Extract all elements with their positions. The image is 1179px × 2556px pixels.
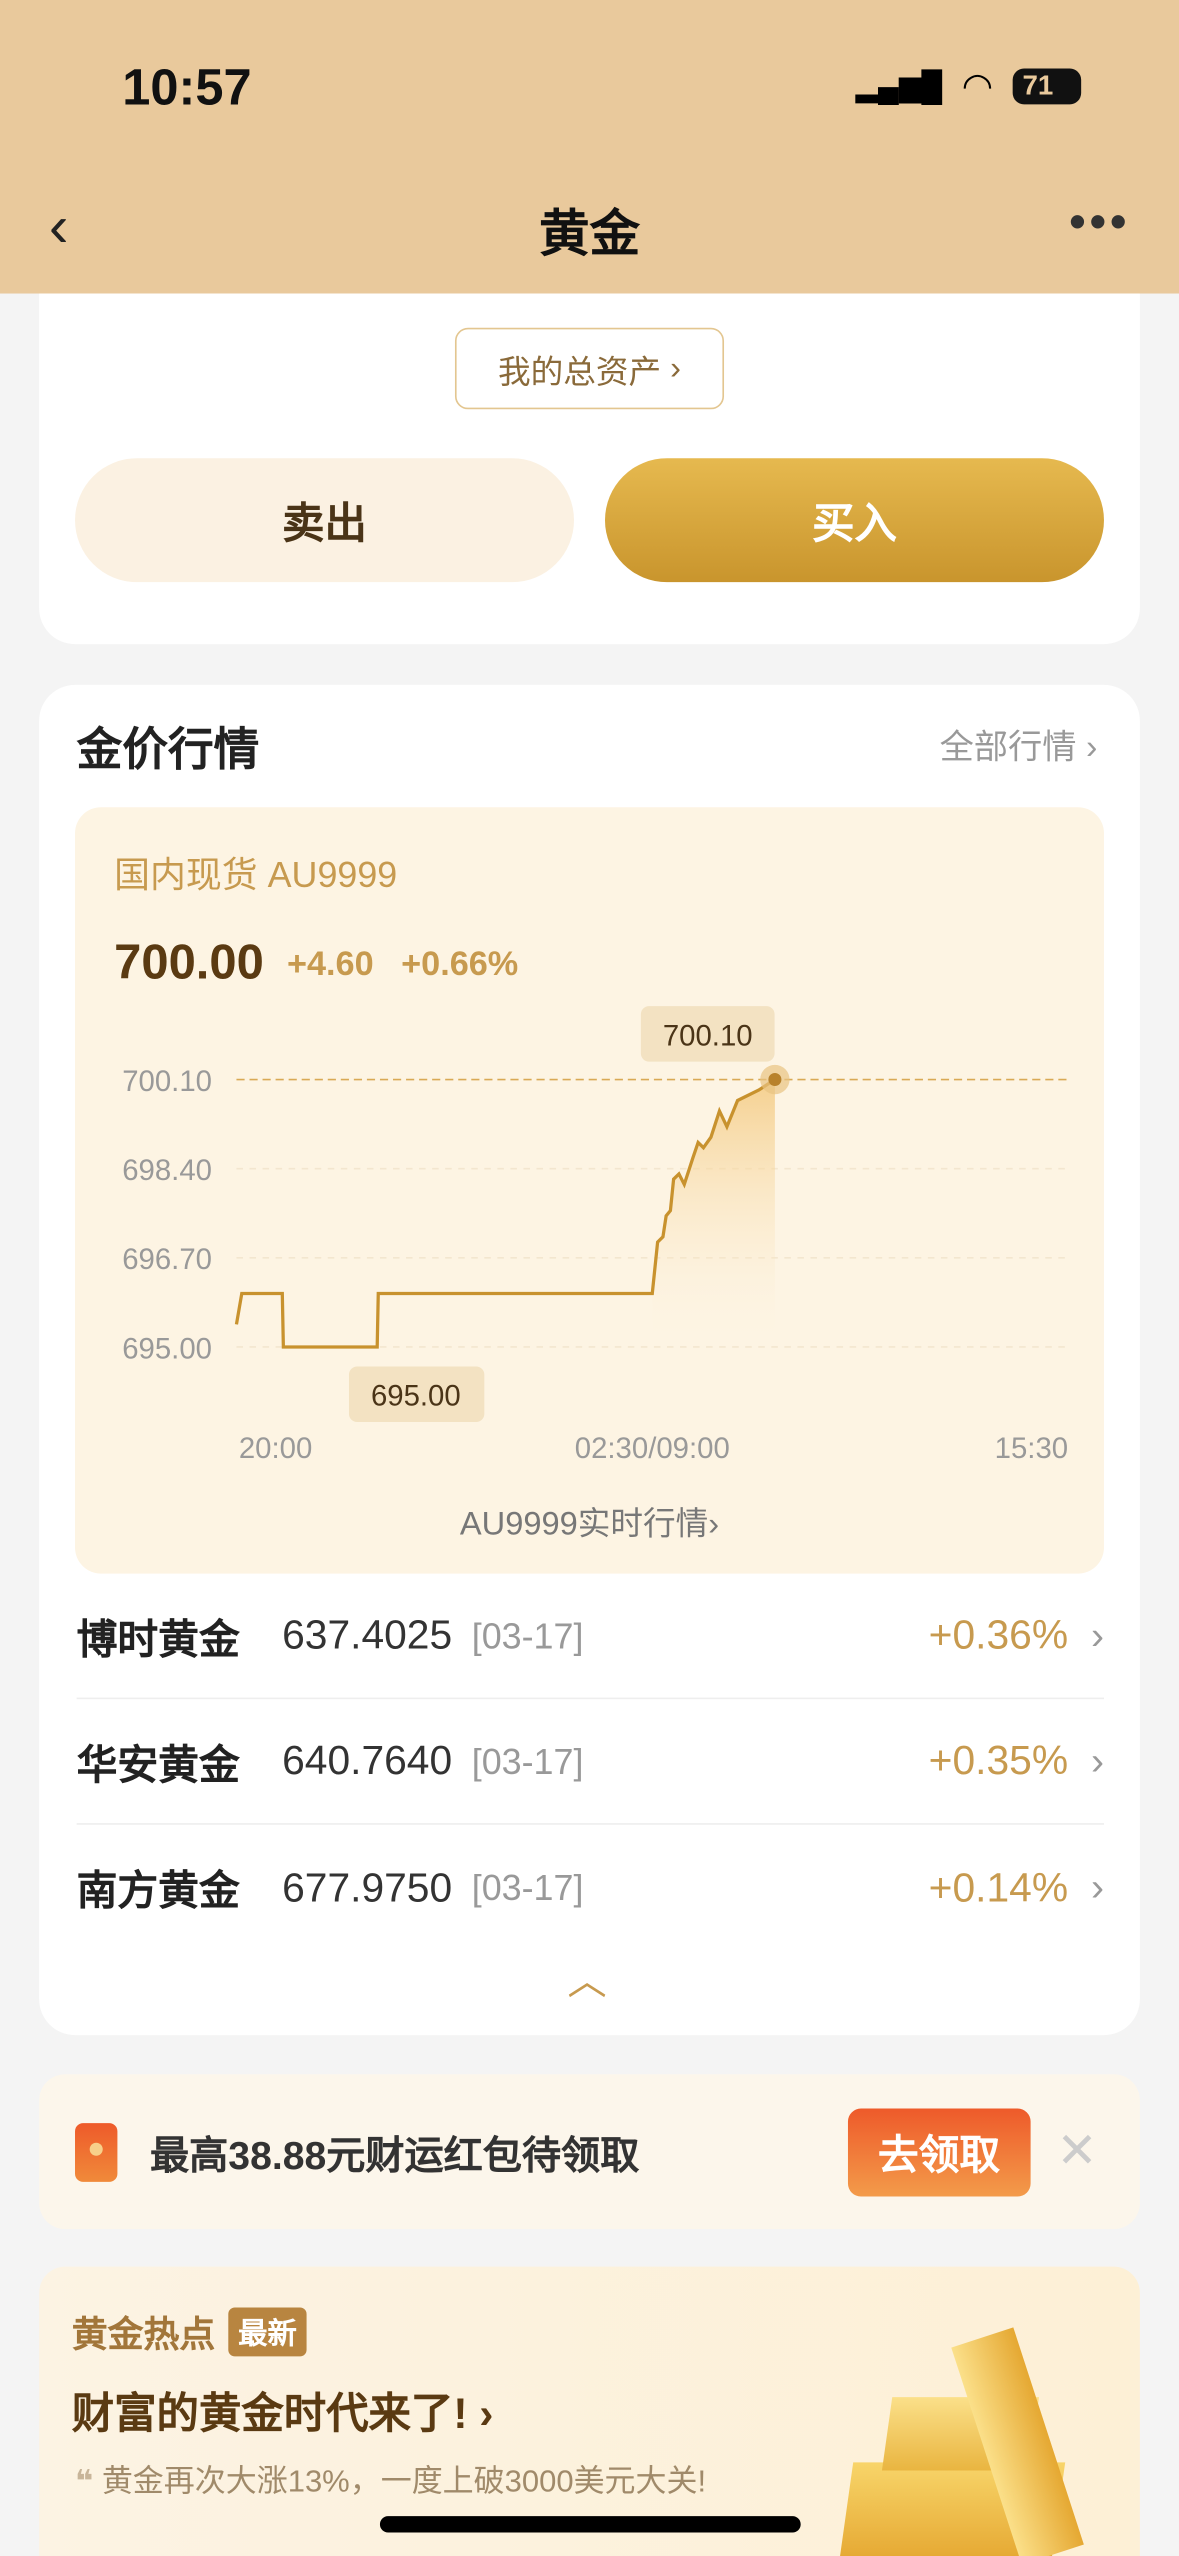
fund-row[interactable]: 博时黄金 637.4025 [03-17] +0.36% › (76, 1575, 1104, 1700)
sell-button[interactable]: 卖出 (75, 458, 575, 583)
realtime-label: AU9999实时行情 (459, 1506, 709, 1543)
change: +4.60 (287, 945, 374, 984)
chart-panel[interactable] (75, 807, 1104, 1574)
fund-date: [03-17] (471, 1867, 584, 1908)
fund-change: +0.14% (928, 1864, 1069, 1911)
chevron-right-icon: › (1090, 1739, 1104, 1784)
hot-title: 黄金热点 (71, 2313, 216, 2355)
status-icons: ▂▄▆█ ◠ 71 (855, 65, 1082, 107)
fund-date: [03-17] (471, 1740, 584, 1782)
assets-label: 我的总资产 (498, 354, 662, 391)
fund-change: +0.36% (928, 1612, 1069, 1659)
fund-value: 637.4025 (282, 1612, 453, 1659)
page-title: 黄金 (538, 205, 641, 263)
fund-value: 640.7640 (282, 1738, 453, 1784)
fund-date: [03-17] (471, 1615, 584, 1656)
promo-text: 最高38.88元财运红包待领取 (150, 2134, 640, 2179)
quote: 黄金再次大涨13%，一度上破3000美元大关! (101, 2465, 707, 2500)
wifi-icon: ◠ (961, 65, 994, 106)
signal-icon: ▂▄▆█ (855, 69, 943, 102)
chevron-right-icon: › (1090, 1613, 1104, 1658)
price: 700.00 (114, 936, 264, 990)
total-assets-button[interactable]: 我的总资产 › (454, 327, 725, 410)
all-label: 全部行情 (939, 728, 1077, 767)
new-badge: 最新 (228, 2307, 307, 2357)
gold-bars-image (839, 2327, 1091, 2556)
close-icon[interactable]: ✕ (1056, 2124, 1098, 2179)
chevron-right-icon: › (661, 349, 681, 386)
realtime-link[interactable]: AU9999实时行情› (459, 1506, 720, 1543)
fund-row[interactable]: 华安黄金 640.7640 [03-17] +0.35% › (76, 1701, 1104, 1825)
fund-name: 华安黄金 (76, 1742, 240, 1789)
headline: 财富的黄金时代来了! (71, 2388, 468, 2438)
all-market-link[interactable]: 全部行情 › (939, 728, 1098, 767)
chevron-right-icon: › (1090, 1865, 1104, 1910)
fund-row[interactable]: 南方黄金 677.9750 [03-17] +0.14% › (77, 1826, 1104, 1950)
more-button[interactable]: ••• (1068, 195, 1131, 250)
change-pct: +0.66% (401, 945, 519, 984)
home-indicator (379, 2516, 801, 2533)
claim-button[interactable]: 去领取 (847, 2107, 1031, 2196)
buy-button[interactable]: 买入 (604, 458, 1104, 583)
fund-value: 677.9750 (282, 1864, 453, 1911)
section-title: 金价行情 (76, 724, 260, 775)
back-button[interactable]: ‹ (48, 192, 69, 260)
quote-icon: ❝ (75, 2465, 102, 2500)
fund-name: 博时黄金 (76, 1616, 240, 1663)
status-time: 10:57 (122, 58, 252, 116)
red-packet-icon (75, 2122, 118, 2182)
symbol-label: 国内现货 AU9999 (114, 854, 398, 896)
promo-banner[interactable]: 最高38.88元财运红包待领取 去领取 ✕ (39, 2074, 1140, 2230)
fund-change: +0.35% (928, 1738, 1069, 1784)
collapse-icon[interactable]: ︿ (567, 1960, 607, 2005)
header: 10:57 ▂▄▆█ ◠ 71 ‹ 黄金 ••• (0, 0, 1179, 294)
battery-icon: 71 (1012, 68, 1082, 105)
fund-name: 南方黄金 (76, 1868, 240, 1915)
hot-news-card[interactable]: 黄金热点 最新 财富的黄金时代来了! › ❝ 黄金再次大涨13%，一度上破300… (39, 2266, 1140, 2556)
